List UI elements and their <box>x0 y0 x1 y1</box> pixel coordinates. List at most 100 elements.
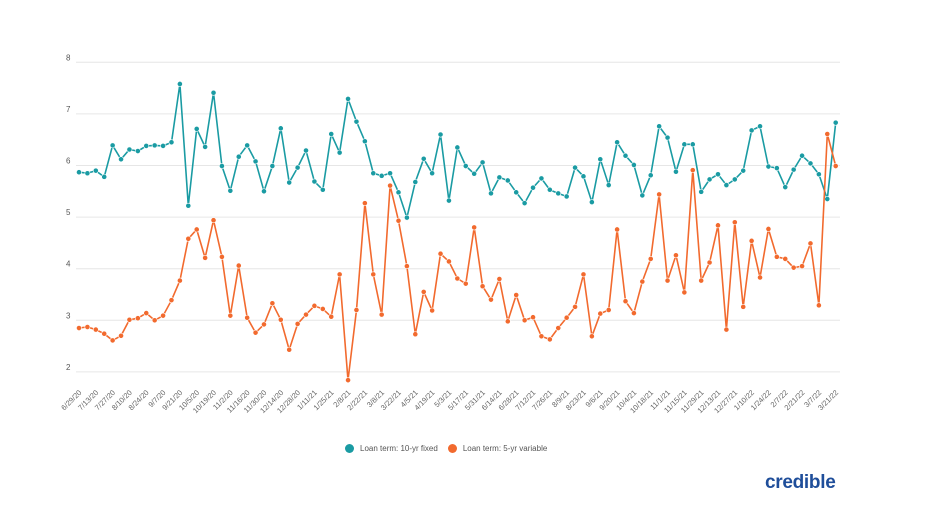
data-point-series-0 <box>404 214 410 221</box>
data-point-series-0 <box>160 142 166 149</box>
data-point-series-0 <box>328 131 335 137</box>
data-point-series-0 <box>286 179 293 186</box>
data-point-series-1 <box>412 331 419 338</box>
data-point-series-0 <box>294 164 301 171</box>
data-point-series-0 <box>614 139 620 146</box>
data-point-series-1 <box>782 255 789 262</box>
y-tick-label: 3 <box>66 311 71 320</box>
data-point-series-1 <box>252 329 259 336</box>
data-point-series-0 <box>101 173 108 180</box>
data-point-series-0 <box>319 186 326 193</box>
data-point-series-1 <box>471 224 478 231</box>
data-point-series-0 <box>639 192 646 199</box>
data-point-series-1 <box>580 271 587 278</box>
data-point-series-0 <box>504 177 511 184</box>
data-point-series-0 <box>126 146 133 153</box>
data-point-series-1 <box>134 315 141 322</box>
data-point-series-0 <box>689 141 696 148</box>
data-point-series-0 <box>353 118 360 125</box>
data-point-series-0 <box>740 167 747 174</box>
data-point-series-1 <box>656 191 663 198</box>
data-point-series-1 <box>496 276 503 282</box>
data-point-series-1 <box>429 307 436 314</box>
data-point-series-0 <box>227 187 234 194</box>
data-point-series-0 <box>303 147 309 154</box>
data-point-series-0 <box>706 176 713 183</box>
data-point-series-1 <box>210 217 217 224</box>
data-point-series-1 <box>244 314 251 321</box>
data-point-series-0 <box>773 165 780 171</box>
data-point-series-0 <box>597 156 604 163</box>
data-point-series-1 <box>437 250 444 257</box>
data-point-series-0 <box>824 196 831 202</box>
data-point-series-0 <box>370 170 377 177</box>
y-tick-label: 5 <box>66 208 71 217</box>
data-point-series-0 <box>420 155 427 162</box>
data-point-series-1 <box>303 311 309 318</box>
data-point-series-0 <box>782 184 789 191</box>
data-point-series-1 <box>715 222 721 229</box>
legend: Loan term: 10-yr fixed Loan term: 5-yr v… <box>345 444 557 453</box>
data-point-series-0 <box>361 138 368 145</box>
data-point-series-1 <box>101 330 108 337</box>
data-point-series-0 <box>76 169 82 176</box>
data-point-series-1 <box>723 326 730 333</box>
data-point-series-0 <box>488 190 494 197</box>
data-point-series-0 <box>471 170 478 177</box>
data-point-series-0 <box>176 81 183 87</box>
data-point-series-0 <box>412 179 419 185</box>
legend-item-10yr-fixed[interactable]: Loan term: 10-yr fixed <box>345 444 438 453</box>
data-point-series-1 <box>168 297 175 304</box>
data-point-series-0 <box>530 184 536 191</box>
data-point-series-0 <box>202 144 209 150</box>
data-point-series-1 <box>832 163 839 169</box>
data-point-series-1 <box>731 219 738 226</box>
data-point-series-1 <box>160 312 166 319</box>
data-point-series-0 <box>235 153 242 160</box>
data-point-series-1 <box>681 289 688 296</box>
data-point-series-1 <box>773 253 780 260</box>
legend-swatch-10yr-fixed <box>345 444 354 453</box>
data-point-series-0 <box>496 174 503 181</box>
data-point-series-1 <box>647 255 654 262</box>
data-point-series-1 <box>488 296 494 303</box>
data-point-series-0 <box>134 148 141 154</box>
data-point-series-1 <box>92 326 99 333</box>
data-point-series-1 <box>404 263 410 270</box>
data-point-series-1 <box>639 278 646 285</box>
data-point-series-1 <box>513 292 520 298</box>
data-point-series-1 <box>521 317 528 324</box>
data-point-series-1 <box>605 307 612 313</box>
data-point-series-0 <box>572 164 578 171</box>
y-tick-label: 8 <box>66 53 71 62</box>
data-point-series-1 <box>454 275 461 282</box>
data-point-series-0 <box>151 142 158 149</box>
data-point-series-1 <box>546 336 553 343</box>
data-point-series-0 <box>252 158 259 165</box>
data-point-series-0 <box>454 144 461 151</box>
data-point-series-0 <box>269 163 276 169</box>
data-point-series-1 <box>740 303 747 310</box>
data-point-series-1 <box>311 302 318 309</box>
data-point-series-0 <box>336 149 343 156</box>
data-point-series-1 <box>748 237 755 244</box>
data-point-series-0 <box>84 170 91 177</box>
legend-swatch-5yr-variable <box>447 444 457 453</box>
data-point-series-1 <box>698 277 705 284</box>
legend-item-5yr-variable[interactable]: Loan term: 5-yr variable <box>447 444 547 453</box>
data-point-series-1 <box>286 346 293 353</box>
data-point-series-0 <box>748 127 755 134</box>
data-point-series-1 <box>378 311 385 318</box>
data-point-series-1 <box>622 298 629 305</box>
data-point-series-1 <box>109 337 116 344</box>
data-point-series-1 <box>530 314 536 321</box>
data-point-series-0 <box>345 96 351 102</box>
data-point-series-1 <box>118 332 124 339</box>
data-point-series-0 <box>219 163 225 169</box>
data-point-series-1 <box>555 325 562 331</box>
data-point-series-1 <box>370 271 377 278</box>
data-point-series-1 <box>219 253 225 260</box>
data-point-series-1 <box>689 167 696 174</box>
data-point-series-0 <box>277 125 284 132</box>
